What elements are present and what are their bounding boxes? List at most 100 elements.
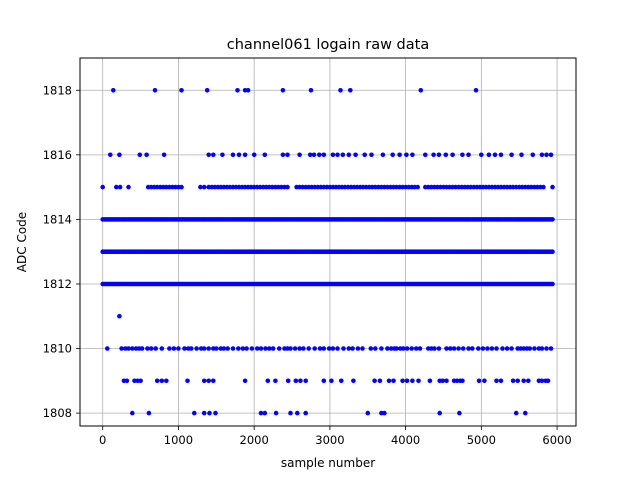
- data-point: [550, 184, 555, 190]
- data-point: [341, 346, 346, 351]
- data-point: [297, 346, 302, 351]
- data-point: [544, 152, 549, 158]
- data-point: [201, 378, 207, 384]
- data-point: [545, 378, 551, 384]
- data-point: [509, 152, 514, 158]
- data-point: [326, 346, 332, 351]
- data-point: [108, 152, 113, 158]
- data-point: [303, 410, 309, 416]
- data-point: [207, 410, 212, 416]
- data-point: [306, 346, 312, 351]
- data-point: [526, 378, 531, 384]
- data-point: [185, 378, 190, 384]
- data-point: [124, 378, 130, 384]
- data-point: [362, 152, 368, 158]
- data-point: [130, 346, 135, 351]
- data-point: [500, 346, 505, 351]
- data-point: [451, 346, 457, 351]
- data-point: [276, 346, 282, 351]
- data-point: [308, 88, 314, 93]
- data-point: [485, 346, 490, 351]
- data-point: [126, 346, 131, 351]
- data-point: [159, 346, 165, 351]
- data-point: [346, 152, 352, 158]
- data-point: [251, 152, 257, 158]
- data-point: [201, 410, 207, 416]
- data-point: [117, 313, 122, 319]
- data-point: [523, 410, 528, 416]
- data-point: [206, 152, 211, 158]
- data-point: [288, 346, 293, 351]
- data-point: [130, 410, 135, 416]
- data-point: [385, 346, 390, 351]
- data-point: [273, 410, 279, 416]
- data-point: [368, 346, 374, 351]
- x-tick-label: 2000: [240, 433, 269, 447]
- data-point: [230, 346, 236, 351]
- data-point: [417, 346, 423, 351]
- y-axis-ticks: 1808 1810 1812 1814 1816 1818: [43, 83, 80, 420]
- data-point: [335, 152, 340, 158]
- data-point: [504, 346, 510, 351]
- data-point: [410, 378, 415, 384]
- x-tick-label: 6000: [542, 433, 571, 447]
- data-point: [338, 88, 343, 93]
- data-point: [494, 346, 499, 351]
- data-point: [119, 346, 124, 351]
- data-point: [258, 410, 264, 416]
- data-point: [189, 346, 194, 351]
- data-point: [297, 152, 302, 158]
- data-point: [293, 378, 299, 384]
- data-point: [192, 410, 197, 416]
- data-point: [509, 346, 514, 351]
- data-point: [431, 152, 436, 158]
- data-point: [213, 410, 218, 416]
- chart-title: channel061 logain raw data: [227, 37, 429, 53]
- data-point: [482, 378, 487, 384]
- x-tick-label: 3000: [315, 433, 344, 447]
- data-point: [427, 378, 433, 384]
- data-point: [206, 346, 211, 351]
- data-point: [258, 346, 264, 351]
- data-point: [321, 378, 327, 384]
- data-point: [473, 88, 479, 93]
- data-point: [418, 88, 424, 93]
- data-point: [369, 152, 374, 158]
- data-point: [404, 346, 410, 351]
- data-point: [242, 152, 248, 158]
- data-point: [513, 410, 519, 416]
- data-point: [346, 346, 352, 351]
- data-point: [404, 378, 410, 384]
- data-point: [144, 152, 149, 158]
- data-point: [373, 346, 378, 351]
- data-point: [355, 346, 361, 351]
- data-point: [350, 346, 355, 351]
- data-point: [548, 346, 554, 351]
- data-point: [400, 378, 405, 384]
- data-point: [550, 217, 555, 222]
- data-point: [273, 378, 278, 384]
- data-point: [437, 410, 443, 416]
- data-point: [456, 346, 461, 351]
- data-point: [198, 184, 203, 190]
- x-axis-ticks: 0 1000 2000 3000 4000 5000 6000: [99, 426, 572, 447]
- data-point: [311, 152, 317, 158]
- x-tick-label: 5000: [467, 433, 496, 447]
- data-point: [476, 378, 482, 384]
- data-point: [360, 346, 365, 351]
- data-point: [244, 346, 249, 351]
- data-points: [100, 88, 555, 416]
- data-point: [295, 410, 300, 416]
- data-point: [235, 88, 240, 93]
- data-point: [519, 152, 524, 158]
- data-point: [321, 152, 327, 158]
- data-point: [348, 88, 353, 93]
- data-point: [148, 346, 154, 351]
- data-point: [335, 346, 340, 351]
- data-point: [117, 152, 122, 158]
- data-point: [515, 378, 520, 384]
- data-point: [390, 152, 396, 158]
- data-point: [242, 378, 248, 384]
- data-point: [288, 410, 293, 416]
- data-point: [470, 346, 475, 351]
